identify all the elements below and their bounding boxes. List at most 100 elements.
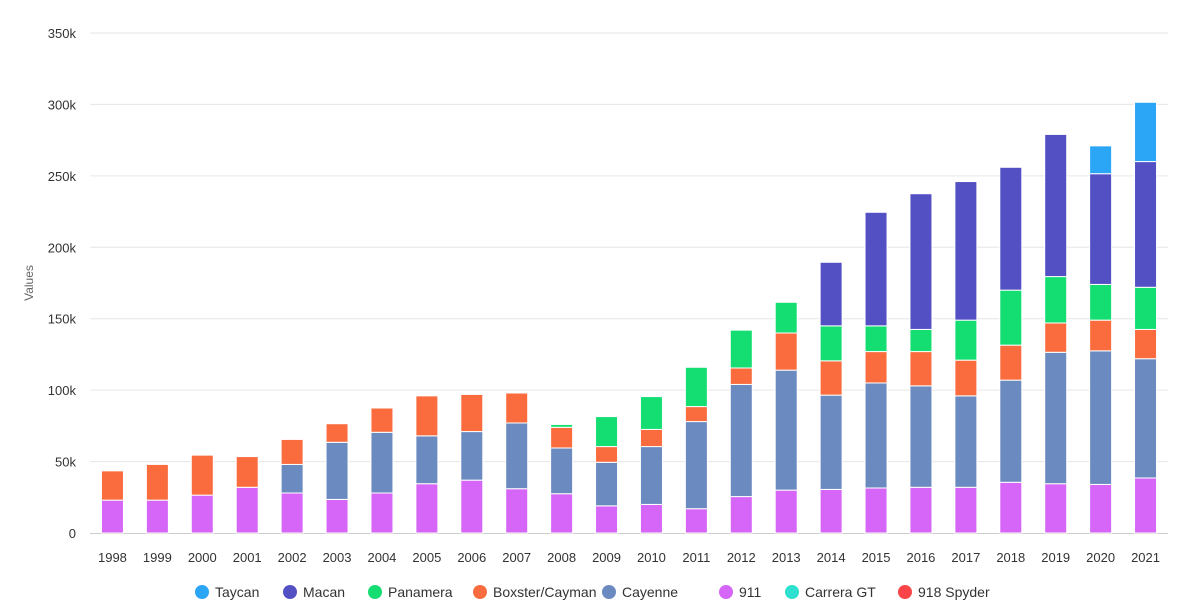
bar-segment-cayenne-2012[interactable] [729, 383, 753, 498]
bar-segment-boxster-cayman-2015[interactable] [864, 351, 888, 384]
bar-segment-911-2019[interactable] [1044, 483, 1068, 534]
bar-segment-cayenne-2020[interactable] [1089, 350, 1113, 485]
bar-segment-911-2014[interactable] [819, 488, 843, 534]
bar-segment-911-2007[interactable] [505, 488, 529, 534]
bar-segment-cayenne-2019[interactable] [1044, 351, 1068, 485]
bar-segment-macan-2015[interactable] [864, 211, 888, 327]
bar-segment-boxster-cayman-2003[interactable] [325, 423, 349, 443]
bar-segment-911-2011[interactable] [684, 508, 708, 534]
bar-segment-taycan-2020[interactable] [1089, 145, 1113, 175]
bar-segment-boxster-cayman-2011[interactable] [684, 406, 708, 423]
bar-segment-macan-2021[interactable] [1134, 161, 1158, 288]
legend-item-boxster-cayman[interactable]: Boxster/Cayman [473, 584, 596, 600]
bar-segment-panamera-2021[interactable] [1134, 286, 1158, 330]
bar-segment-panamera-2014[interactable] [819, 325, 843, 362]
bar-segment-taycan-2021[interactable] [1134, 101, 1158, 163]
bar-segment-cayenne-2015[interactable] [864, 382, 888, 489]
bar-segment-boxster-cayman-2000[interactable] [190, 454, 214, 496]
bar-segment-cayenne-2013[interactable] [774, 369, 798, 491]
bar-segment-boxster-cayman-2016[interactable] [909, 351, 933, 387]
bar-segment-macan-2019[interactable] [1044, 133, 1068, 278]
bar-segment-911-2001[interactable] [235, 486, 259, 534]
bar-segment-cayenne-2005[interactable] [415, 435, 439, 485]
bar-segment-911-2020[interactable] [1089, 483, 1113, 534]
bar-segment-panamera-2012[interactable] [729, 329, 753, 369]
bar-segment-911-1999[interactable] [145, 499, 169, 534]
bar-segment-panamera-2017[interactable] [954, 319, 978, 361]
legend-item-cayenne[interactable]: Cayenne [602, 584, 678, 600]
bar-segment-boxster-cayman-2007[interactable] [505, 392, 529, 424]
bar-segment-boxster-cayman-2001[interactable] [235, 456, 259, 488]
bar-segment-cayenne-2003[interactable] [325, 441, 349, 500]
bar-segment-cayenne-2006[interactable] [460, 431, 484, 481]
bar-segment-cayenne-2002[interactable] [280, 463, 304, 494]
bar-segment-911-2015[interactable] [864, 487, 888, 534]
bar-segment-panamera-2016[interactable] [909, 328, 933, 353]
bar-segment-911-2021[interactable] [1134, 477, 1158, 534]
bar-segment-911-2017[interactable] [954, 486, 978, 534]
bar-segment-boxster-cayman-2017[interactable] [954, 359, 978, 397]
bar-segment-cayenne-2004[interactable] [370, 431, 394, 494]
bar-segment-911-2003[interactable] [325, 498, 349, 534]
bar-segment-macan-2018[interactable] [999, 166, 1023, 291]
bar-segment-boxster-cayman-2020[interactable] [1089, 319, 1113, 352]
bar-segment-panamera-2011[interactable] [684, 366, 708, 408]
bar-segment-boxster-cayman-1999[interactable] [145, 463, 169, 501]
bar-segment-911-2006[interactable] [460, 479, 484, 534]
bar-segment-macan-2016[interactable] [909, 193, 933, 330]
bar-segment-cayenne-2017[interactable] [954, 395, 978, 488]
bar-segment-boxster-cayman-2018[interactable] [999, 344, 1023, 381]
bar-segment-cayenne-2010[interactable] [639, 446, 663, 505]
bar-segment-panamera-2009[interactable] [595, 416, 619, 448]
bar-segment-boxster-cayman-2014[interactable] [819, 360, 843, 396]
bar-segment-boxster-cayman-2006[interactable] [460, 393, 484, 433]
legend-item-panamera[interactable]: Panamera [368, 584, 453, 600]
bar-segment-boxster-cayman-2008[interactable] [550, 426, 574, 449]
bar-segment-cayenne-2016[interactable] [909, 385, 933, 488]
bar-segment-panamera-2015[interactable] [864, 325, 888, 353]
legend-item-918-spyder[interactable]: 918 Spyder [898, 584, 990, 600]
bar-segment-911-2000[interactable] [190, 494, 214, 534]
bar-segment-cayenne-2007[interactable] [505, 422, 529, 490]
bar-segment-cayenne-2021[interactable] [1134, 358, 1158, 479]
bar-segment-911-1998[interactable] [100, 499, 124, 534]
bar-segment-boxster-cayman-2002[interactable] [280, 438, 304, 465]
bar-segment-panamera-2018[interactable] [999, 289, 1023, 346]
bar-segment-911-2009[interactable] [595, 505, 619, 534]
bar-segment-911-2004[interactable] [370, 492, 394, 534]
bar-segment-boxster-cayman-2004[interactable] [370, 407, 394, 433]
bar-segment-cayenne-2008[interactable] [550, 447, 574, 495]
bar-segment-911-2002[interactable] [280, 492, 304, 534]
bar-segment-boxster-cayman-2005[interactable] [415, 395, 439, 437]
legend-item-carrera-gt[interactable]: Carrera GT [785, 584, 876, 600]
bar-segment-boxster-cayman-2021[interactable] [1134, 328, 1158, 360]
bar-segment-boxster-cayman-1998[interactable] [100, 470, 124, 501]
bar-segment-panamera-2019[interactable] [1044, 276, 1068, 324]
bar-segment-macan-2020[interactable] [1089, 173, 1113, 285]
bar-segment-panamera-2008[interactable] [550, 423, 574, 428]
bar-segment-cayenne-2009[interactable] [595, 461, 619, 507]
bar-segment-911-2005[interactable] [415, 483, 439, 534]
legend-item-911[interactable]: 911 [719, 584, 762, 600]
bar-segment-boxster-cayman-2013[interactable] [774, 332, 798, 371]
bar-segment-911-2013[interactable] [774, 489, 798, 534]
bar-segment-911-2010[interactable] [639, 503, 663, 534]
bar-segment-cayenne-2018[interactable] [999, 379, 1023, 483]
bar-segment-boxster-cayman-2009[interactable] [595, 446, 619, 463]
bar-segment-911-2008[interactable] [550, 493, 574, 534]
bar-segment-cayenne-2011[interactable] [684, 421, 708, 510]
bar-segment-panamera-2010[interactable] [639, 396, 663, 430]
bar-segment-macan-2017[interactable] [954, 181, 978, 321]
bar-segment-911-2016[interactable] [909, 486, 933, 534]
bar-segment-911-2018[interactable] [999, 481, 1023, 534]
bar-segment-boxster-cayman-2019[interactable] [1044, 322, 1068, 353]
bar-segment-cayenne-2014[interactable] [819, 394, 843, 490]
legend-item-taycan[interactable]: Taycan [195, 584, 259, 600]
bar-segment-macan-2014[interactable] [819, 261, 843, 327]
bar-segment-boxster-cayman-2010[interactable] [639, 428, 663, 448]
legend-item-macan[interactable]: Macan [283, 584, 345, 600]
bar-segment-panamera-2013[interactable] [774, 301, 798, 334]
bar-segment-panamera-2020[interactable] [1089, 283, 1113, 321]
bar-segment-911-2012[interactable] [729, 496, 753, 534]
bar-segment-boxster-cayman-2012[interactable] [729, 367, 753, 385]
